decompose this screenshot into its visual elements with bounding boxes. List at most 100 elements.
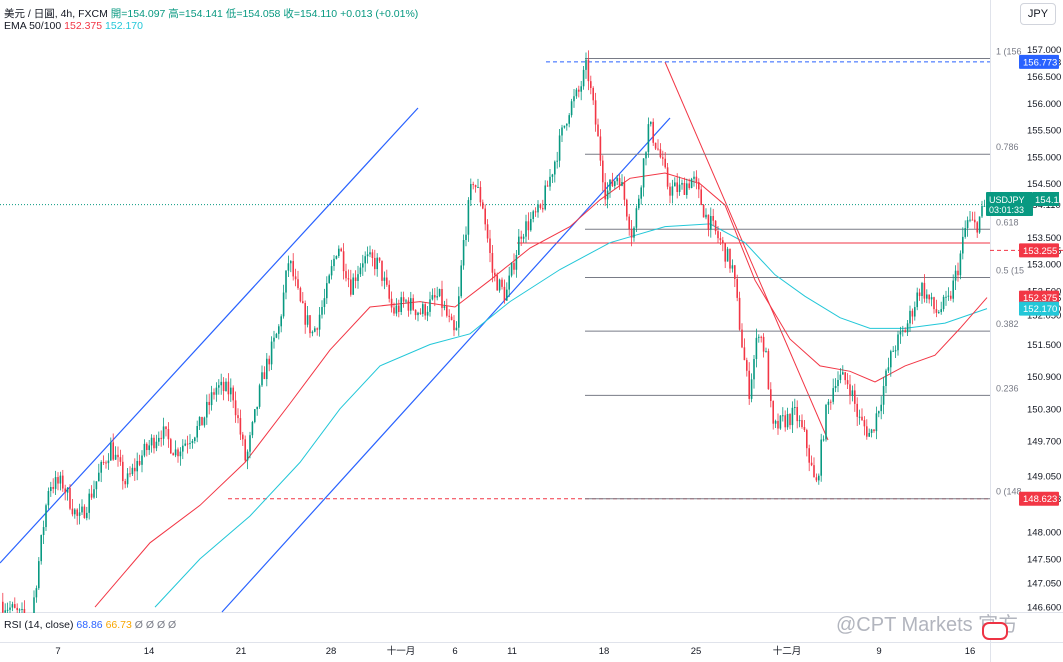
candle	[633, 226, 635, 242]
candle-body	[698, 182, 700, 190]
ema50-value: 152.375	[64, 20, 103, 32]
candle-body	[244, 439, 246, 461]
candle	[350, 269, 352, 297]
candle-body	[119, 457, 122, 462]
candle-body	[597, 124, 599, 137]
time-tick-label: 6	[452, 646, 457, 657]
candle-body	[633, 227, 635, 238]
candle-body	[191, 440, 194, 443]
candle-body	[851, 390, 854, 396]
candle-body	[206, 401, 208, 418]
candle-body	[875, 413, 878, 432]
candle-body	[189, 442, 191, 445]
candle	[395, 298, 398, 317]
candle-body	[378, 257, 381, 261]
candle-body	[400, 297, 402, 312]
candle-body	[635, 208, 638, 228]
symbol-label[interactable]: 美元 / 日圓, 4h, FXCM	[4, 8, 108, 20]
candle-body	[110, 442, 112, 461]
candle-body	[275, 333, 278, 338]
candle-body	[590, 81, 592, 88]
candle	[794, 398, 796, 415]
candle	[90, 485, 93, 500]
time-tick-label: 25	[691, 646, 702, 657]
candle	[323, 288, 326, 315]
candle-body	[911, 310, 914, 317]
candle	[635, 205, 638, 232]
candle	[366, 246, 369, 264]
candle	[690, 177, 693, 189]
candle-body	[76, 509, 78, 516]
candle	[803, 419, 806, 433]
candle-body	[854, 390, 856, 404]
candle	[119, 449, 122, 466]
candle	[222, 377, 225, 401]
price-tag-label: 148.623	[1023, 494, 1057, 505]
candle	[746, 357, 748, 377]
candle	[117, 446, 119, 467]
candle-body	[882, 386, 885, 405]
candle	[501, 277, 503, 290]
candle-body	[822, 439, 825, 441]
candle	[784, 410, 786, 432]
candle	[489, 229, 491, 263]
candle	[825, 403, 827, 442]
candle-body	[544, 185, 546, 210]
candle	[465, 226, 467, 247]
candle-body	[254, 409, 256, 423]
candle	[126, 467, 129, 488]
candle-body	[57, 477, 59, 484]
candle-body	[575, 89, 578, 97]
candle-body	[150, 437, 153, 446]
candle	[582, 65, 585, 90]
candle-body	[741, 329, 743, 348]
time-tick-label: 28	[326, 646, 337, 657]
candle	[880, 396, 882, 420]
candle-body	[486, 224, 489, 239]
candle	[892, 346, 894, 352]
candle-body	[172, 453, 174, 456]
candle-body	[614, 181, 616, 187]
candle-body	[64, 488, 66, 493]
candle	[494, 268, 496, 282]
time-tick-label: 14	[144, 646, 155, 657]
rsi-legend[interactable]: RSI (14, close) 68.86 66.73 Ø Ø Ø Ø	[4, 619, 176, 631]
candle	[134, 458, 136, 481]
candle	[14, 597, 16, 609]
candle	[467, 197, 470, 242]
candle	[52, 478, 54, 494]
candle	[873, 429, 875, 433]
candle	[681, 179, 683, 190]
candle-body	[268, 358, 270, 365]
candle	[930, 292, 933, 307]
candle	[590, 75, 592, 95]
candle	[62, 469, 64, 492]
price-tag-box	[1019, 54, 1059, 69]
candle	[962, 227, 964, 260]
candle	[854, 383, 856, 412]
currency-button[interactable]: JPY	[1020, 3, 1056, 25]
candle-body	[270, 341, 273, 365]
candle	[378, 257, 381, 263]
candle-body	[669, 186, 671, 196]
candle-body	[642, 158, 645, 188]
candle-body	[578, 89, 580, 92]
candle-body	[381, 260, 383, 281]
candle-body	[196, 426, 198, 438]
candle	[167, 422, 170, 448]
ema-legend[interactable]: EMA 50/100 152.375 152.170	[4, 20, 143, 32]
candle-body	[210, 392, 213, 406]
candle	[750, 373, 753, 403]
candle-body	[405, 300, 407, 302]
candle-body	[815, 477, 818, 481]
candle	[537, 200, 539, 218]
candle	[244, 435, 246, 463]
candle-body	[474, 185, 477, 188]
candle-body	[314, 328, 316, 332]
candle	[642, 158, 645, 197]
candle	[184, 439, 186, 447]
candle	[818, 473, 820, 485]
candle	[513, 253, 515, 275]
candle-body	[902, 330, 904, 332]
